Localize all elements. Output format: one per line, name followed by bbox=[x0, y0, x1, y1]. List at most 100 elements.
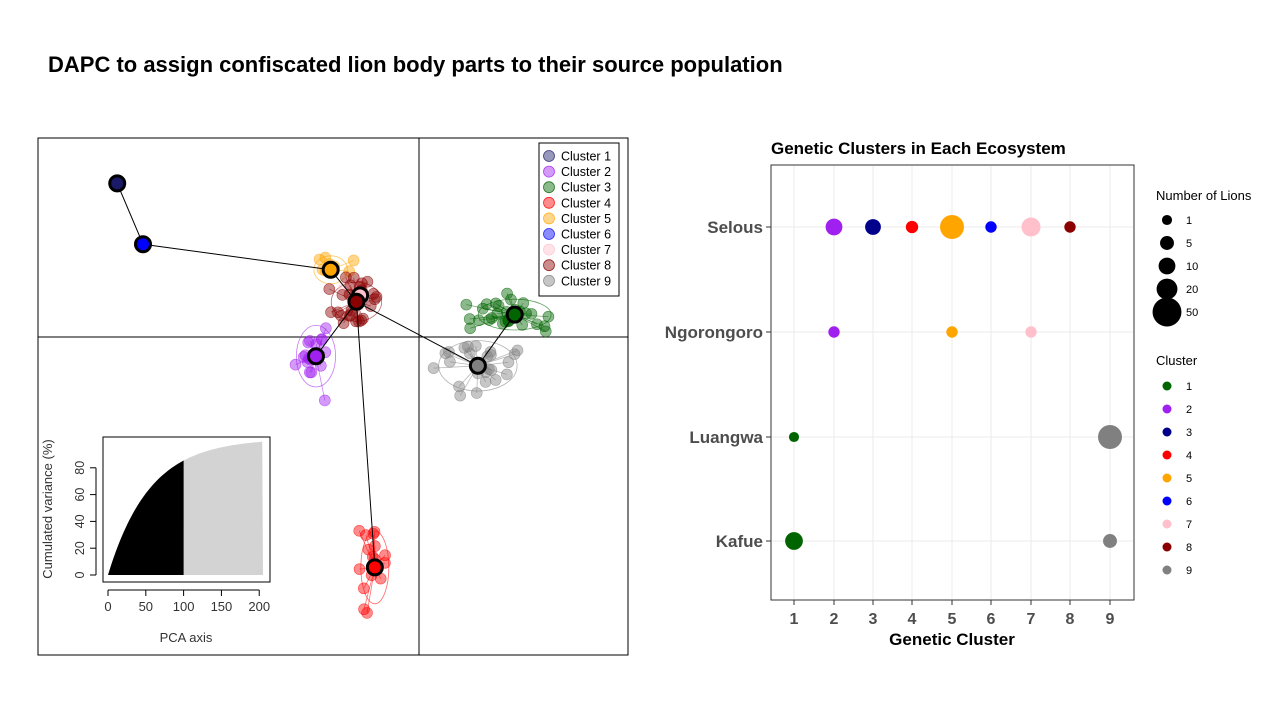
size-legend-label: 1 bbox=[1186, 215, 1192, 227]
inset-y-tick-label: 80 bbox=[73, 461, 87, 475]
individual-point bbox=[531, 318, 543, 331]
tree-edge bbox=[142, 243, 331, 271]
individual-point bbox=[458, 342, 471, 354]
individual-point bbox=[463, 313, 476, 325]
size-legend-symbol bbox=[1156, 278, 1178, 300]
individual-point bbox=[313, 253, 326, 266]
color-legend-symbol bbox=[1162, 427, 1172, 437]
x-tick-label: 8 bbox=[1066, 611, 1075, 628]
y-tick-label: Kafue bbox=[716, 532, 763, 551]
size-legend-label: 5 bbox=[1186, 238, 1192, 250]
inset-retained-area bbox=[108, 460, 184, 575]
bubble-point bbox=[1098, 425, 1122, 449]
bubble-points bbox=[785, 215, 1122, 550]
x-tick-label: 2 bbox=[830, 611, 839, 628]
color-legend: Cluster 1 2 3 4 5 6 7 8 9 bbox=[1156, 353, 1198, 577]
individual-point bbox=[470, 387, 483, 399]
individual-point bbox=[501, 287, 513, 300]
inset-y-axis: 0 20 40 60 80 bbox=[73, 461, 97, 578]
individual-point bbox=[353, 524, 366, 537]
cluster-centroid bbox=[108, 174, 127, 193]
legend-label: Cluster 5 bbox=[561, 212, 611, 226]
bubble-point bbox=[1103, 534, 1117, 548]
color-legend-label: 1 bbox=[1186, 381, 1192, 393]
inset-y-tick-label: 0 bbox=[73, 571, 87, 578]
individual-point bbox=[379, 549, 391, 562]
x-tick-label: 3 bbox=[869, 611, 878, 628]
individual-point bbox=[323, 283, 336, 295]
inset-x-axis: 0 50 100 150 200 bbox=[104, 589, 270, 614]
x-tick-label: 5 bbox=[948, 611, 957, 628]
slide-title: DAPC to assign confiscated lion body par… bbox=[48, 52, 783, 77]
centroid-tree bbox=[116, 183, 516, 568]
tree-edge bbox=[356, 301, 479, 367]
legend-label: Cluster 8 bbox=[561, 259, 611, 273]
color-legend-title: Cluster bbox=[1156, 353, 1198, 368]
cluster-centroids bbox=[108, 174, 524, 577]
individual-point bbox=[501, 368, 513, 381]
x-tick-label: 7 bbox=[1027, 611, 1036, 628]
bubble-point bbox=[905, 220, 919, 234]
individual-point bbox=[353, 563, 366, 575]
individual-point bbox=[320, 322, 332, 335]
tree-edge bbox=[477, 314, 516, 367]
individual-point bbox=[505, 293, 517, 306]
legend-swatch bbox=[543, 259, 555, 272]
individual-point bbox=[480, 298, 493, 310]
legend-swatch bbox=[543, 150, 555, 162]
bubble-panel: Genetic Clusters in Each Ecosystem 1 2 3 4 5… bbox=[665, 139, 1252, 649]
individual-point bbox=[502, 356, 515, 369]
tree-edge bbox=[315, 301, 357, 357]
bubble-point bbox=[1025, 326, 1037, 338]
inset-y-tick-label: 60 bbox=[73, 488, 87, 502]
bubble-point bbox=[828, 326, 840, 338]
size-legend-label: 50 bbox=[1186, 307, 1198, 319]
color-legend-label: 6 bbox=[1186, 496, 1192, 508]
legend-label: Cluster 7 bbox=[561, 243, 611, 257]
legend-swatch bbox=[543, 212, 555, 225]
bubble-x-axis: 1 2 3 4 5 6 7 8 9 bbox=[790, 600, 1115, 628]
individual-point bbox=[470, 340, 482, 352]
color-legend-label: 8 bbox=[1186, 542, 1192, 554]
bubble-point bbox=[1064, 221, 1076, 233]
legend-swatch bbox=[543, 165, 555, 178]
size-legend-symbol bbox=[1158, 257, 1176, 275]
color-legend-label: 7 bbox=[1186, 519, 1192, 531]
individual-point bbox=[358, 582, 370, 595]
color-legend-symbol bbox=[1162, 404, 1172, 414]
inset-y-label: Cumulated variance (%) bbox=[40, 439, 55, 578]
cluster-centroid bbox=[321, 260, 340, 279]
x-tick-label: 4 bbox=[908, 611, 917, 628]
tree-edge bbox=[116, 183, 144, 245]
individual-point bbox=[364, 300, 377, 312]
inset-y-tick-label: 40 bbox=[73, 514, 87, 528]
color-legend-label: 9 bbox=[1186, 565, 1192, 577]
bubble-point bbox=[788, 431, 800, 443]
bubble-chart-title: Genetic Clusters in Each Ecosystem bbox=[771, 139, 1066, 158]
individual-point bbox=[439, 347, 452, 360]
x-tick-label: 6 bbox=[987, 611, 996, 628]
bubble-point bbox=[985, 221, 997, 233]
individual-point bbox=[525, 308, 538, 320]
size-legend-title: Number of Lions bbox=[1156, 188, 1252, 203]
individual-point bbox=[476, 302, 489, 315]
individual-point bbox=[453, 380, 465, 393]
inset-y-tick-label: 20 bbox=[73, 541, 87, 555]
legend-swatch bbox=[543, 243, 555, 256]
individual-point bbox=[489, 297, 502, 310]
size-legend-symbol bbox=[1161, 214, 1173, 226]
size-legend-label: 20 bbox=[1186, 284, 1198, 296]
individual-point bbox=[361, 607, 373, 619]
color-legend-label: 5 bbox=[1186, 473, 1192, 485]
individual-point bbox=[361, 275, 374, 288]
inset-x-tick-label: 200 bbox=[248, 599, 270, 614]
cluster-ellipse bbox=[360, 530, 390, 605]
inset-x-tick-label: 100 bbox=[173, 599, 195, 614]
color-legend-label: 4 bbox=[1186, 450, 1192, 462]
color-legend-label: 3 bbox=[1186, 427, 1192, 439]
bubble-y-axis: Selous Ngorongoro Luangwa Kafue bbox=[665, 218, 771, 551]
x-tick-label: 9 bbox=[1106, 611, 1115, 628]
